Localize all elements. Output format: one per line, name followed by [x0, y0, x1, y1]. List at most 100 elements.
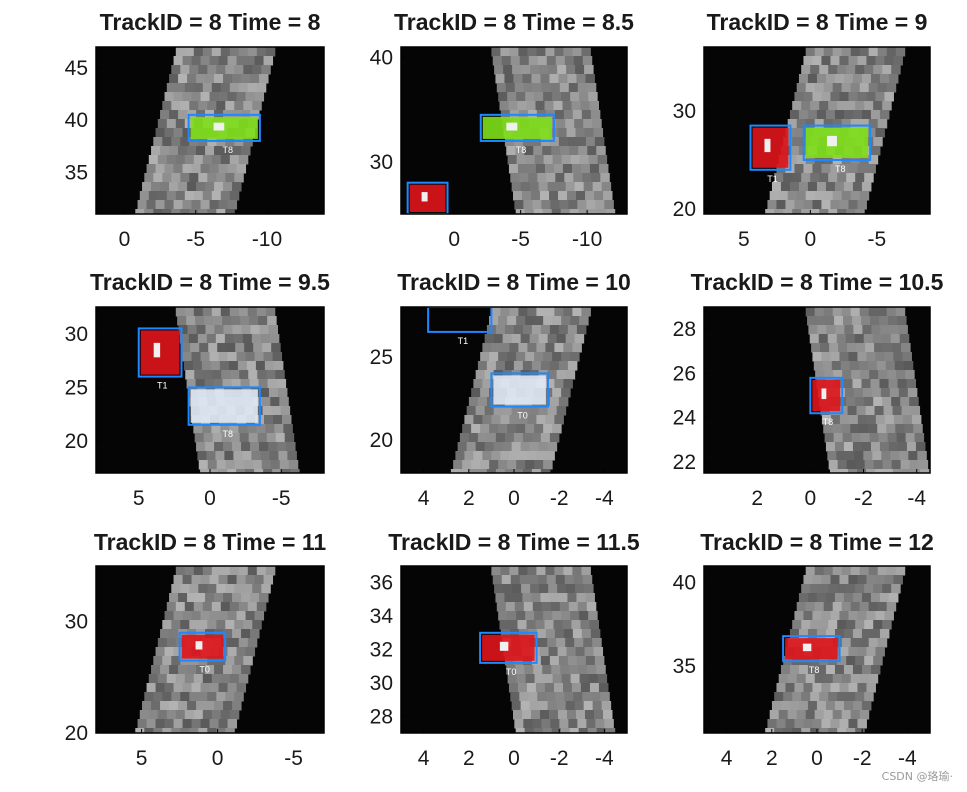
heatmap-cell — [205, 701, 215, 711]
heatmap-cell — [524, 146, 534, 156]
heatmap-cell — [160, 146, 170, 156]
heatmap-cell — [787, 119, 798, 129]
track-box — [187, 113, 261, 142]
heatmap-cell — [886, 47, 897, 57]
heatmap-cell — [584, 647, 595, 657]
heatmap-cell — [877, 47, 888, 57]
heatmap-cell — [482, 379, 492, 389]
heatmap-cell — [213, 316, 223, 326]
heatmap-cell — [526, 683, 537, 693]
heatmap-cell — [794, 92, 804, 102]
heatmap-cell — [888, 74, 899, 84]
heatmap-cell — [585, 137, 596, 147]
heatmap-cell — [825, 442, 836, 452]
heatmap-cell — [833, 370, 843, 380]
heatmap-cell — [195, 379, 206, 389]
heatmap-cell — [841, 47, 852, 57]
heatmap-cell — [566, 647, 577, 657]
heatmap-cell — [171, 65, 181, 75]
heatmap-cell — [537, 173, 547, 183]
heatmap-cell — [866, 575, 876, 585]
heatmap-cell — [855, 65, 865, 75]
heatmap-cell — [196, 701, 206, 711]
heatmap-cell — [832, 191, 843, 201]
heatmap-cell — [574, 119, 584, 129]
heatmap-cell — [144, 209, 154, 214]
heatmap-cell — [241, 442, 251, 452]
heatmap-cell — [495, 361, 506, 371]
heatmap-cell — [825, 629, 836, 639]
heatmap-cell — [864, 584, 874, 594]
heatmap-cell — [243, 101, 253, 111]
heatmap-cell — [582, 56, 593, 66]
heatmap-cell — [192, 361, 203, 371]
heatmap-cell — [814, 83, 825, 93]
heatmap-cell — [532, 719, 542, 729]
heatmap-cell — [860, 370, 870, 380]
subplot-title: TrackID = 8 Time = 8.5 — [394, 9, 634, 35]
heatmap-cell — [200, 683, 211, 693]
heatmap-cell — [262, 343, 272, 353]
heatmap-cell — [798, 74, 809, 84]
heatmap-cell — [828, 584, 838, 594]
heatmap-cell — [211, 155, 222, 165]
heatmap-cell — [897, 316, 907, 326]
heatmap-cell — [812, 719, 822, 729]
heatmap-cell — [866, 647, 876, 657]
heatmap-cell — [594, 191, 604, 201]
x-tick-label: 5 — [136, 747, 148, 770]
heatmap-cell — [250, 325, 260, 335]
heatmap-cell — [455, 451, 465, 461]
track-label: T8 — [223, 145, 234, 155]
heatmap-cell — [209, 469, 219, 473]
heatmap-cell — [178, 74, 188, 84]
heatmap-cell — [819, 209, 829, 214]
heatmap-cell — [514, 719, 524, 729]
heatmap-cell — [173, 128, 184, 138]
heatmap-cell — [787, 155, 798, 165]
heatmap-cell — [214, 146, 224, 156]
heatmap-cell — [605, 728, 616, 733]
heatmap-cell — [171, 173, 181, 183]
heatmap-cell — [254, 469, 264, 473]
heatmap-cell — [266, 370, 276, 380]
heatmap-cell — [815, 370, 825, 380]
heatmap-cell — [239, 370, 249, 380]
heatmap-cell — [810, 620, 820, 630]
heatmap-cell — [508, 683, 519, 693]
y-tick-label: 36 — [370, 572, 393, 595]
heatmap-cell — [220, 424, 230, 434]
heatmap-cell — [205, 593, 215, 603]
heatmap-cell — [809, 334, 820, 344]
heatmap-cell — [546, 56, 557, 66]
heatmap-cell — [146, 200, 157, 210]
heatmap-cell — [572, 343, 582, 353]
heatmap-cell — [884, 352, 894, 362]
heatmap-cell — [564, 56, 575, 66]
heatmap-cell — [529, 334, 540, 344]
heatmap-cell — [207, 101, 217, 111]
heatmap-image: T0 — [96, 566, 324, 733]
y-tick-label: 20 — [370, 429, 393, 452]
y-tick-label: 30 — [370, 672, 393, 695]
heatmap-cell — [819, 65, 829, 75]
heatmap-cell — [776, 200, 786, 210]
heatmap-cell — [558, 325, 569, 335]
heatmap-cell — [552, 352, 562, 362]
heatmap-cell — [205, 74, 215, 84]
heatmap-cell — [538, 334, 549, 344]
heatmap-cell — [556, 182, 567, 192]
heatmap-cell — [890, 451, 900, 461]
heatmap-cell — [545, 415, 555, 425]
y-tick-label: 35 — [65, 161, 88, 184]
heatmap-cell — [537, 692, 547, 702]
heatmap-cell — [866, 92, 876, 102]
heatmap-cell — [513, 433, 524, 443]
heatmap-cell — [814, 191, 825, 201]
heatmap-cell — [489, 460, 499, 470]
heatmap-cell — [541, 200, 551, 210]
heatmap-cell — [549, 74, 559, 84]
heatmap-cell — [879, 629, 890, 639]
heatmap-cell — [844, 325, 854, 335]
